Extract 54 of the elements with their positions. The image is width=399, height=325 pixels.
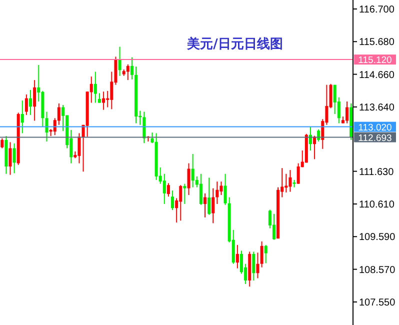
candlestick	[203, 192, 206, 218]
y-tick-label: 111.630	[359, 166, 394, 178]
y-tick-label: 107.550	[359, 297, 396, 308]
candlestick	[0, 138, 4, 149]
candlestick	[284, 173, 288, 193]
candlestick	[24, 94, 28, 116]
candlestick	[345, 101, 348, 124]
candlestick	[8, 142, 12, 176]
candlestick	[288, 170, 292, 192]
candlestick	[45, 111, 48, 142]
candlestick	[199, 173, 202, 206]
candlestick	[20, 100, 24, 134]
candlestick	[126, 64, 130, 81]
candlestick	[296, 162, 300, 184]
y-tick-label: 116.700	[359, 4, 395, 16]
candlestick	[102, 91, 106, 110]
candlestick	[252, 251, 256, 281]
candlestick	[333, 84, 336, 114]
candlestick	[264, 244, 268, 264]
candlestick	[260, 240, 264, 268]
y-tick-label: 113.640	[359, 102, 395, 114]
candlestick	[12, 142, 16, 174]
y-tick-label: 114.660	[359, 70, 395, 81]
candlestick	[142, 111, 146, 144]
candlestick	[212, 188, 215, 224]
candlestick	[98, 92, 101, 104]
candlestick	[179, 184, 182, 222]
candlestick	[183, 183, 186, 204]
candlestick	[130, 56, 134, 80]
candlestick	[236, 244, 239, 269]
candlestick	[162, 173, 166, 204]
text: 美元/日元日线图	[186, 36, 284, 53]
ref-line-label: 113.020	[358, 122, 392, 134]
candlestick	[33, 80, 36, 122]
ref-line-label: 112.693	[358, 132, 392, 144]
candlestick	[317, 128, 320, 142]
ref-line-label: 115.120	[358, 55, 392, 66]
y-tick-label: 108.570	[359, 264, 396, 276]
candlestick	[166, 182, 170, 198]
candlestick	[220, 181, 223, 196]
candlestick	[171, 190, 174, 211]
candlestick	[118, 46, 122, 76]
y-tick-label: 109.590	[359, 232, 396, 244]
candlestick	[216, 181, 219, 204]
y-tick-label: 115.680	[359, 37, 395, 48]
y-tick-label: 110.610	[359, 200, 395, 211]
candlestick	[187, 162, 190, 196]
candlestick	[191, 154, 194, 188]
candlestick	[272, 213, 276, 240]
candlestick	[94, 71, 97, 104]
candlestick	[224, 173, 227, 206]
candlestick	[256, 252, 260, 279]
candlestick	[29, 89, 32, 116]
candlestick	[208, 177, 211, 216]
